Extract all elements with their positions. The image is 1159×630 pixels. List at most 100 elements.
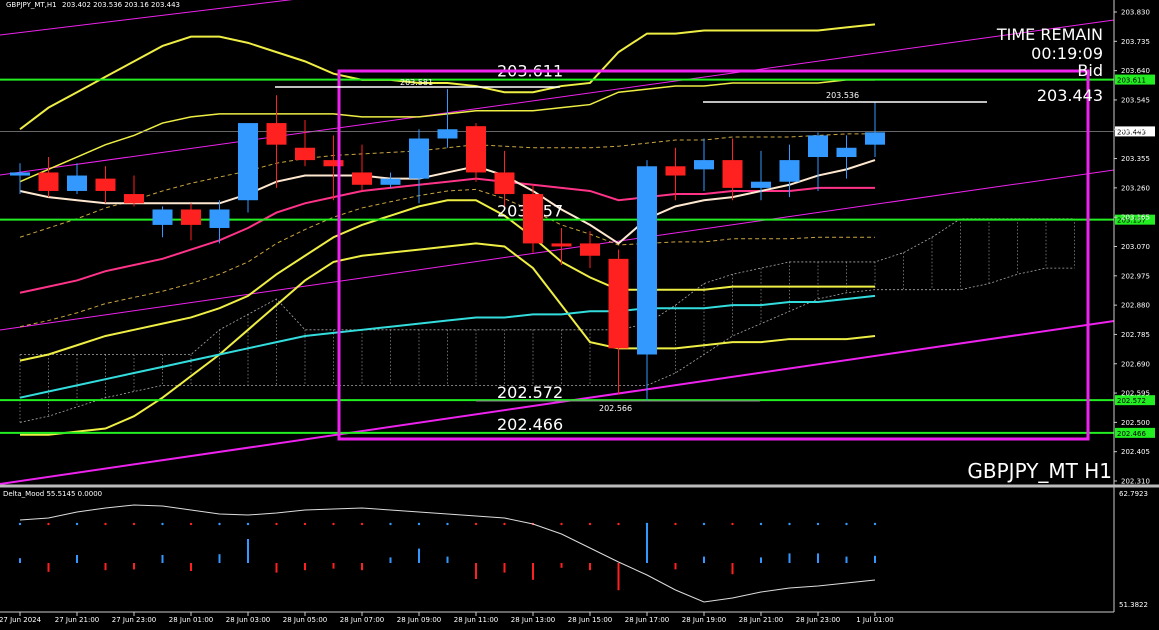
indicator-dot [303, 522, 307, 526]
time-remain-value: 00:19:09 [1031, 44, 1103, 63]
level-label: 202.572 [497, 383, 563, 402]
annotation-label: 202.566 [599, 404, 632, 413]
candle-body [152, 209, 173, 225]
time-tick-label: 27 Jun 2024 [0, 616, 42, 624]
band-upper-outer [19, 23, 876, 131]
time-tick-label: 28 Jun 19:00 [682, 616, 726, 624]
indicator-dot [132, 522, 136, 526]
indicator-dot [332, 522, 335, 526]
candle-body [637, 166, 657, 355]
indicator-dot [161, 522, 164, 526]
indicator-dot [788, 522, 791, 526]
indicator-dot [702, 522, 706, 526]
time-tick-label: 28 Jun 21:00 [739, 616, 783, 624]
candles [10, 89, 885, 401]
price-tick-label: 203.830 [1121, 9, 1150, 17]
indicator-dot [47, 522, 50, 526]
bid-value: 203.443 [1037, 86, 1103, 105]
level-tag-text: 203.157 [1117, 217, 1146, 225]
level-tag-text: 203.611 [1117, 77, 1146, 85]
time-tick-label: 28 Jun 01:00 [169, 616, 213, 624]
price-tick-label: 202.690 [1121, 360, 1150, 368]
candle-body [95, 178, 116, 191]
candle-body [865, 132, 885, 145]
indicator-dot [75, 522, 79, 526]
time-tick-label: 28 Jun 23:00 [796, 616, 840, 624]
candle-body [694, 160, 714, 170]
cloud-span-a [20, 218, 1075, 355]
indicator-dot [360, 522, 364, 526]
time-tick-label: 28 Jun 11:00 [454, 616, 498, 624]
candle-body [779, 160, 800, 182]
indicator-dot [588, 522, 592, 526]
indicator-dot [503, 522, 506, 526]
price-tick-label: 202.975 [1121, 272, 1150, 280]
indicator-dot [18, 522, 22, 526]
time-tick-label: 28 Jun 03:00 [226, 616, 270, 624]
candle-body [323, 160, 344, 167]
indicator-dot [816, 522, 820, 526]
candle-body [551, 243, 572, 247]
level-tag [1115, 427, 1155, 438]
candle-body [209, 209, 230, 228]
indicator-dot [189, 522, 193, 526]
candle-body [409, 138, 429, 179]
horizontal-levels: 203.611203.611203.157203.157202.572202.5… [0, 62, 1155, 438]
price-tick-label: 202.785 [1121, 331, 1150, 339]
level-tag [1115, 214, 1155, 225]
indicator-dot [104, 522, 107, 526]
price-tick-label: 203.165 [1121, 214, 1150, 222]
channel-upper [0, 0, 293, 36]
candle-body [380, 178, 401, 185]
channel-upper-inner [0, 19, 1115, 176]
candle-body [437, 129, 458, 139]
indicator-dot [218, 522, 221, 526]
current-price-tag-text: 203.443 [1117, 128, 1146, 136]
level-label: 202.466 [497, 415, 563, 434]
band-lower-outer [20, 242, 876, 436]
candle-body [352, 172, 372, 185]
current-price-tag [1115, 126, 1155, 137]
indicator-dot [246, 522, 250, 526]
price-tick-label: 202.310 [1121, 478, 1150, 486]
indicator-axis-bottom: 51.3822 [1119, 601, 1148, 609]
price-tick-label: 203.640 [1121, 67, 1150, 75]
price-tick-label: 202.595 [1121, 390, 1150, 398]
time-tick-label: 28 Jun 05:00 [283, 616, 327, 624]
candle-body [751, 181, 771, 188]
indicator-dot [474, 522, 478, 526]
ma-cyan [19, 294, 876, 399]
price-tick-label: 203.450 [1121, 126, 1150, 134]
indicator-line [19, 504, 876, 603]
candle-body [124, 194, 144, 204]
time-tick-label: 28 Jun 15:00 [568, 616, 612, 624]
indicator-dot [759, 522, 763, 526]
candle-body [608, 258, 629, 349]
time-tick-label: 28 Jun 13:00 [511, 616, 555, 624]
band-lower-inner [19, 199, 875, 362]
price-annotations: 203.581 203.536 202.566 [275, 78, 987, 413]
price-tick-label: 203.545 [1121, 96, 1150, 104]
candle-body [67, 175, 87, 191]
bid-label: Bid [1077, 61, 1103, 80]
candle-body [523, 194, 543, 244]
ohlc-readout: 203.402 203.536 203.16 203.443 [62, 1, 180, 9]
time-tick-label: 27 Jun 21:00 [55, 616, 99, 624]
trend-channel [0, 0, 1115, 485]
band-mid-upper [19, 133, 875, 238]
time-remain-label: TIME REMAIN [996, 25, 1103, 44]
candle-body [580, 243, 600, 256]
highlight-box [337, 69, 1090, 441]
indicator-dot [645, 522, 649, 526]
candle-body [38, 172, 59, 191]
annotation-label: 203.581 [400, 78, 433, 87]
time-axis: 27 Jun 2024 27 Jun 21:00 27 Jun 23:00 28 Ju… [0, 612, 894, 624]
band-mid-lower [19, 188, 875, 328]
ma-white [19, 159, 876, 245]
indicator-axis-top: 62.7923 [1119, 490, 1148, 498]
indicator-label: Delta_Mood 55.5145 0.0000 [3, 490, 102, 498]
time-tick-label: 28 Jun 17:00 [625, 616, 669, 624]
candle-body [665, 166, 686, 176]
price-tick-label: 202.500 [1121, 419, 1150, 427]
